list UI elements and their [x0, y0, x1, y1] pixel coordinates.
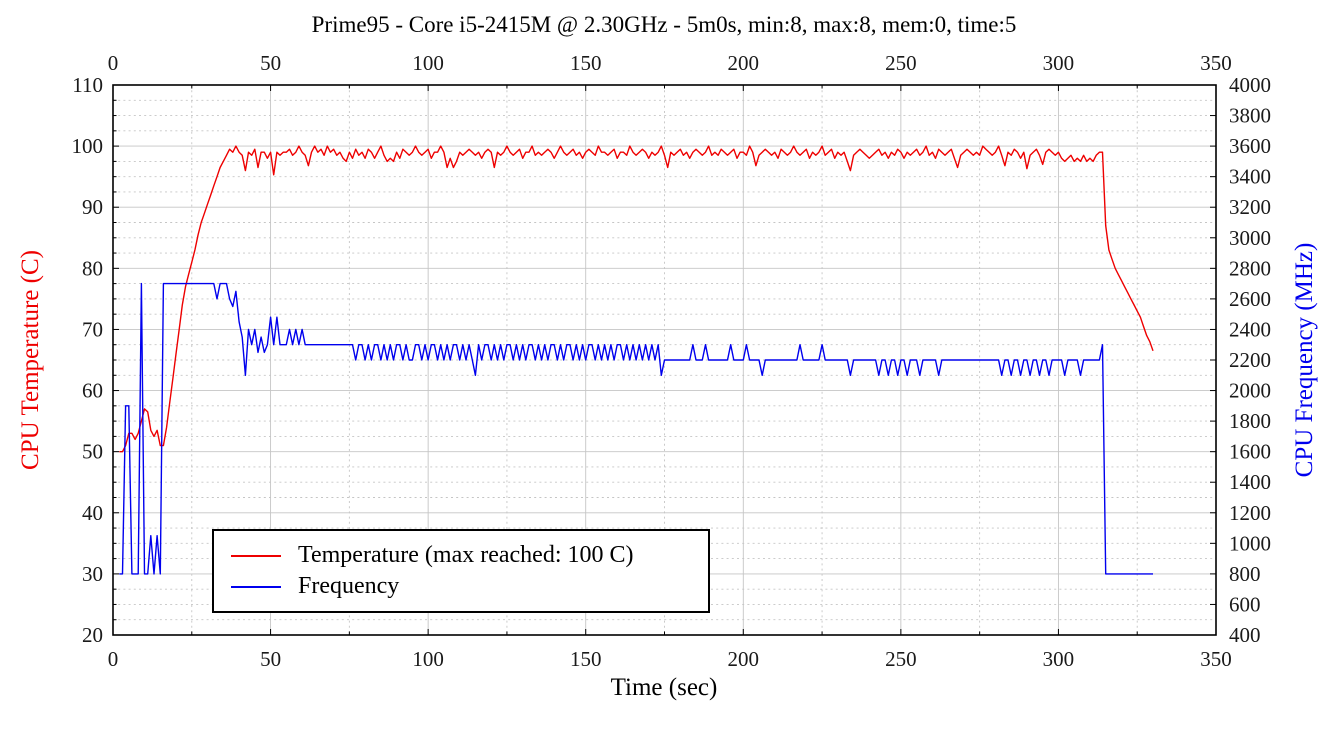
y-right-tick-label: 1000: [1229, 531, 1271, 555]
x-tick-label-top: 250: [885, 51, 917, 75]
x-tick-label-bottom: 250: [885, 647, 917, 671]
y-left-tick-label: 90: [82, 195, 103, 219]
y-right-tick-label: 3000: [1229, 226, 1271, 250]
x-tick-label-top: 150: [570, 51, 602, 75]
legend-item-frequency: Frequency: [231, 571, 708, 602]
y-axis-label-frequency: CPU Frequency (MHz): [1291, 242, 1318, 478]
y-right-tick-label: 1400: [1229, 470, 1271, 494]
y-right-tick-label: 3600: [1229, 134, 1271, 158]
x-tick-label-bottom: 200: [728, 647, 760, 671]
chart-title: Prime95 - Core i5-2415M @ 2.30GHz - 5m0s…: [311, 12, 1017, 37]
y-left-tick-label: 30: [82, 562, 103, 586]
y-left-tick-label: 20: [82, 623, 103, 647]
frequency-line: [119, 282, 1153, 575]
y-right-tick-label: 1800: [1229, 409, 1271, 433]
y-axis-label-temperature: CPU Temperature (C): [17, 250, 44, 470]
y-left-tick-label: 80: [82, 256, 103, 280]
y-left-tick-label: 110: [72, 73, 103, 97]
y-right-tick-label: 2200: [1229, 348, 1271, 372]
x-tick-label-top: 0: [108, 51, 119, 75]
tick-labels: 0 0 50 50 100 100 150 150 200 200 250 250 300 300 350 3…: [72, 51, 1272, 671]
x-tick-label-bottom: 0: [108, 647, 119, 671]
y-right-tick-label: 2800: [1229, 256, 1271, 280]
y-left-tick-label: 50: [82, 440, 103, 464]
temperature-line: [119, 145, 1154, 453]
y-left-tick-label: 40: [82, 501, 103, 525]
x-tick-label-top: 350: [1200, 51, 1232, 75]
y-right-tick-label: 2000: [1229, 379, 1271, 403]
x-axis-label: Time (sec): [610, 674, 718, 701]
x-tick-label-top: 50: [260, 51, 281, 75]
y-right-tick-label: 3200: [1229, 195, 1271, 219]
y-right-tick-label: 2600: [1229, 287, 1271, 311]
y-right-tick-label: 1200: [1229, 501, 1271, 525]
y-right-tick-label: 800: [1229, 562, 1261, 586]
y-right-tick-label: 3400: [1229, 165, 1271, 189]
y-left-tick-label: 70: [82, 317, 103, 341]
x-tick-label-bottom: 300: [1043, 647, 1075, 671]
y-right-tick-label: 600: [1229, 592, 1261, 616]
x-tick-label-top: 100: [412, 51, 444, 75]
legend-label-frequency: Frequency: [298, 573, 400, 599]
y-left-tick-label: 60: [82, 379, 103, 403]
x-tick-label-bottom: 350: [1200, 647, 1232, 671]
x-tick-label-top: 300: [1043, 51, 1075, 75]
frequency-line-sample: [231, 585, 281, 588]
y-right-tick-label: 3800: [1229, 104, 1271, 128]
legend-item-temperature: Temperature (max reached: 100 C): [231, 540, 708, 571]
x-tick-label-bottom: 50: [260, 647, 281, 671]
legend: Temperature (max reached: 100 C) Frequen…: [212, 529, 710, 613]
plot-frame: [112, 84, 1217, 636]
x-tick-label-bottom: 150: [570, 647, 602, 671]
y-right-tick-label: 1600: [1229, 440, 1271, 464]
temperature-line-sample: [231, 554, 281, 557]
y-left-tick-label: 100: [72, 134, 104, 158]
y-right-tick-label: 4000: [1229, 73, 1271, 97]
legend-label-temperature: Temperature (max reached: 100 C): [298, 542, 634, 568]
x-tick-label-top: 200: [728, 51, 760, 75]
y-right-tick-label: 400: [1229, 623, 1261, 647]
x-tick-label-bottom: 100: [412, 647, 444, 671]
y-right-tick-label: 2400: [1229, 317, 1271, 341]
